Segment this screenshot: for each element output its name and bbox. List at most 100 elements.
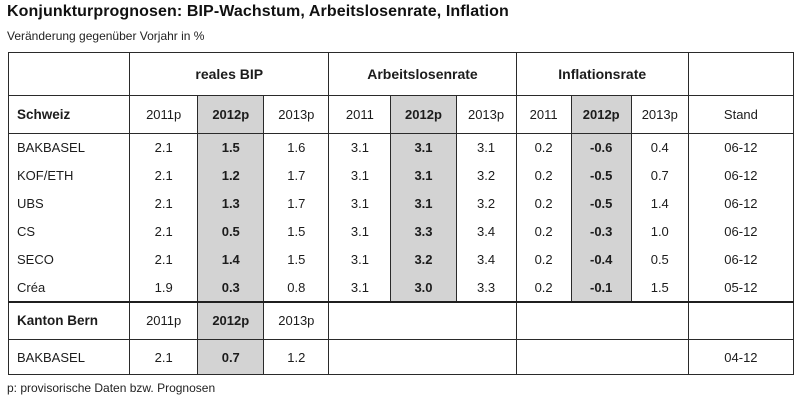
year-header: 2013p (263, 95, 330, 134)
year-header-highlight: 2012p (197, 300, 265, 340)
data-cell: 0.2 (515, 189, 572, 218)
group-header-arbeitslosenrate: Arbeitslosenrate (328, 52, 517, 96)
empty-header-cell (687, 52, 795, 96)
data-cell-highlight: 0.5 (197, 217, 265, 246)
table-row-bakbasel: BAKBASEL 2.1 1.5 1.6 3.1 3.1 3.1 0.2 -0.… (7, 133, 795, 162)
data-cell: 0.2 (515, 245, 572, 274)
data-cell: 1.0 (630, 217, 689, 246)
data-cell: 2.1 (129, 217, 199, 246)
data-cell-highlight: 1.5 (197, 133, 265, 162)
empty-merged-cell (328, 300, 517, 340)
schweiz-header-row: Schweiz 2011p 2012p 2013p 2011 2012p 201… (7, 95, 795, 134)
data-cell-highlight: 1.4 (197, 245, 265, 274)
kanton-bern-header-row: Kanton Bern 2011p 2012p 2013p (7, 300, 795, 340)
data-cell-highlight: 0.7 (197, 339, 265, 375)
data-cell: 0.7 (630, 161, 689, 190)
data-cell-highlight: 1.2 (197, 161, 265, 190)
table-row-ubs: UBS 2.1 1.3 1.7 3.1 3.1 3.2 0.2 -0.5 1.4… (7, 189, 795, 218)
empty-merged-cell (515, 300, 689, 340)
data-cell: 1.5 (630, 273, 689, 302)
page-title: Konjunkturprognosen: BIP-Wachstum, Arbei… (7, 3, 509, 20)
data-cell: 0.2 (515, 161, 572, 190)
group-header-row: reales BIP Arbeitslosenrate Inflationsra… (7, 52, 795, 96)
row-label: SECO (7, 245, 131, 274)
data-cell: 1.7 (263, 189, 330, 218)
data-cell-highlight: -0.6 (570, 133, 632, 162)
stand-cell: 06-12 (687, 217, 795, 246)
footnote: p: provisorische Daten bzw. Prognosen (7, 381, 216, 395)
year-header: 2011p (129, 95, 199, 134)
data-cell: 0.5 (630, 245, 689, 274)
data-cell: 3.2 (455, 189, 517, 218)
table-row-cs: CS 2.1 0.5 1.5 3.1 3.3 3.4 0.2 -0.3 1.0 … (7, 217, 795, 246)
row-label: KOF/ETH (7, 161, 131, 190)
data-cell: 2.1 (129, 189, 199, 218)
table-row-seco: SECO 2.1 1.4 1.5 3.1 3.2 3.4 0.2 -0.4 0.… (7, 245, 795, 274)
data-cell-highlight: -0.4 (570, 245, 632, 274)
stand-cell: 06-12 (687, 189, 795, 218)
data-cell: 3.1 (455, 133, 517, 162)
region-header-schweiz: Schweiz (7, 95, 131, 134)
region-header-kanton-bern: Kanton Bern (7, 300, 131, 340)
year-header: 2013p (630, 95, 689, 134)
data-cell-highlight: -0.5 (570, 189, 632, 218)
data-cell: 0.4 (630, 133, 689, 162)
page-subtitle: Veränderung gegenüber Vorjahr in % (7, 29, 205, 43)
data-cell: 2.1 (129, 339, 199, 375)
data-cell: 2.1 (129, 161, 199, 190)
row-label: Créa (7, 273, 131, 302)
data-cell-highlight: 1.3 (197, 189, 265, 218)
year-header: 2013p (455, 95, 517, 134)
data-cell: 2.1 (129, 245, 199, 274)
data-cell: 3.1 (328, 161, 392, 190)
year-header: 2013p (263, 300, 330, 340)
forecast-table: reales BIP Arbeitslosenrate Inflationsra… (7, 52, 795, 375)
empty-corner-cell (7, 52, 131, 96)
data-cell-highlight: 3.1 (390, 133, 457, 162)
data-cell: 3.1 (328, 133, 392, 162)
data-cell: 1.4 (630, 189, 689, 218)
stand-cell: 06-12 (687, 133, 795, 162)
data-cell: 3.4 (455, 245, 517, 274)
data-cell: 3.1 (328, 217, 392, 246)
data-cell: 0.2 (515, 133, 572, 162)
data-cell: 2.1 (129, 133, 199, 162)
row-label: CS (7, 217, 131, 246)
data-cell: 1.5 (263, 245, 330, 274)
data-cell-highlight: -0.5 (570, 161, 632, 190)
stand-cell: 05-12 (687, 273, 795, 302)
stand-cell: 04-12 (687, 339, 795, 375)
row-label: BAKBASEL (7, 133, 131, 162)
table-row-bakbasel-bern: BAKBASEL 2.1 0.7 1.2 04-12 (7, 339, 795, 375)
table-row-crea: Créa 1.9 0.3 0.8 3.1 3.0 3.3 0.2 -0.1 1.… (7, 273, 795, 302)
group-header-inflationsrate: Inflationsrate (515, 52, 689, 96)
group-header-reales-bip: reales BIP (129, 52, 330, 96)
data-cell-highlight: 3.2 (390, 245, 457, 274)
data-cell: 3.3 (455, 273, 517, 302)
stand-cell: 06-12 (687, 245, 795, 274)
data-cell: 1.7 (263, 161, 330, 190)
stand-header: Stand (687, 95, 795, 134)
data-cell-highlight: -0.1 (570, 273, 632, 302)
year-header-highlight: 2012p (197, 95, 265, 134)
row-label: BAKBASEL (7, 339, 131, 375)
year-header-highlight: 2012p (570, 95, 632, 134)
stand-cell: 06-12 (687, 161, 795, 190)
row-label: UBS (7, 189, 131, 218)
data-cell-highlight: 3.1 (390, 161, 457, 190)
data-cell-highlight: 3.0 (390, 273, 457, 302)
data-cell: 1.6 (263, 133, 330, 162)
data-cell: 3.1 (328, 189, 392, 218)
data-cell: 3.1 (328, 273, 392, 302)
data-cell-highlight: -0.3 (570, 217, 632, 246)
data-cell: 0.8 (263, 273, 330, 302)
data-cell: 1.5 (263, 217, 330, 246)
table-row-kof-eth: KOF/ETH 2.1 1.2 1.7 3.1 3.1 3.2 0.2 -0.5… (7, 161, 795, 190)
empty-merged-cell (328, 339, 517, 375)
data-cell-highlight: 3.3 (390, 217, 457, 246)
data-cell: 0.2 (515, 273, 572, 302)
year-header: 2011 (328, 95, 392, 134)
year-header-highlight: 2012p (390, 95, 457, 134)
year-header: 2011p (129, 300, 199, 340)
